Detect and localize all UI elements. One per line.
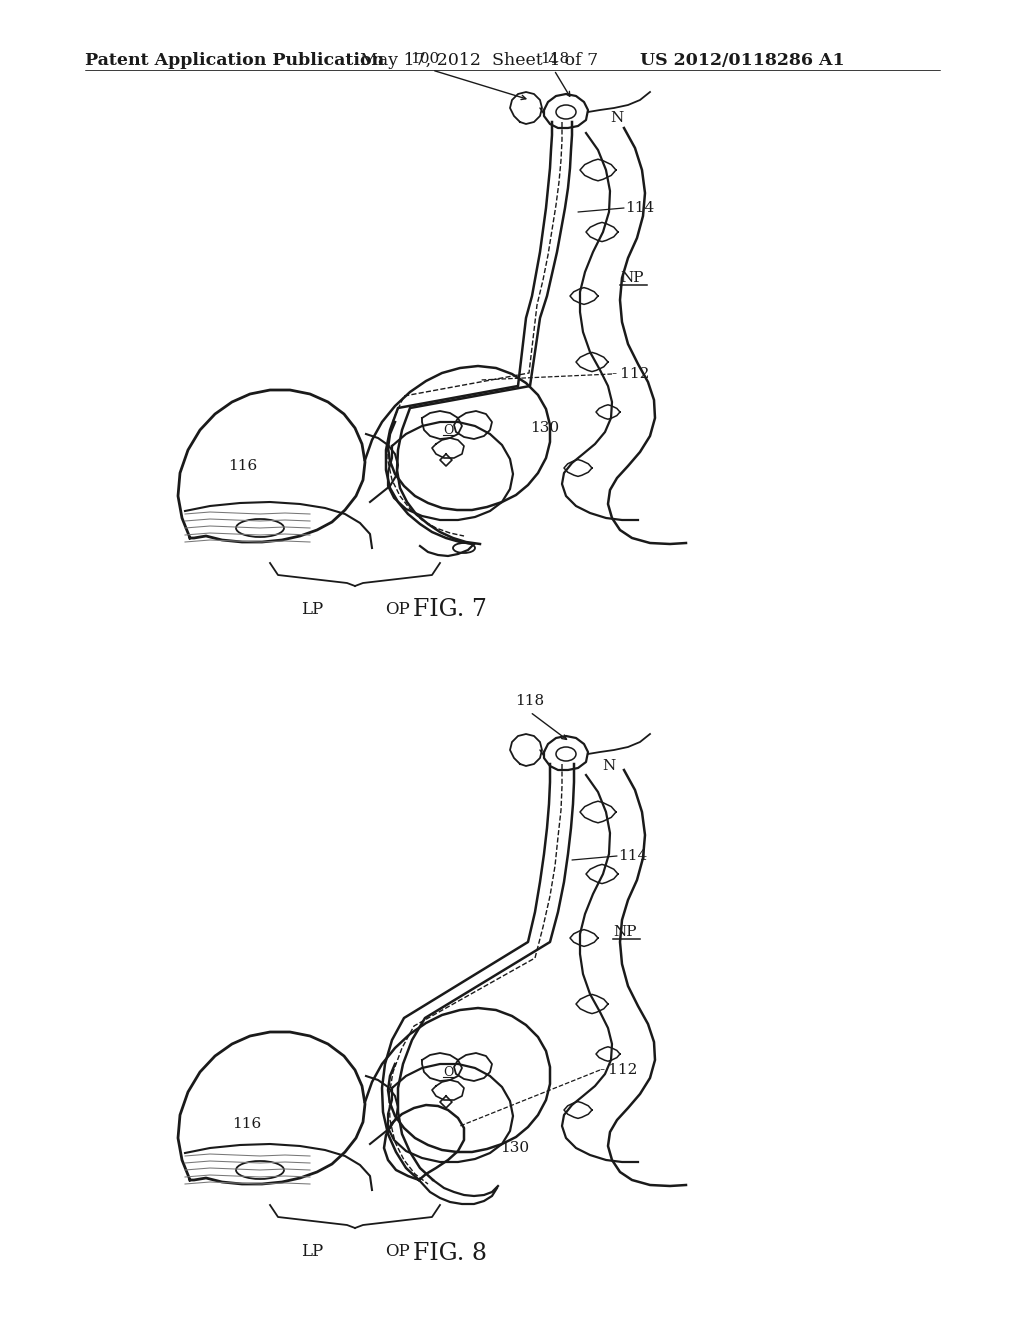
Text: FIG. 8: FIG. 8 xyxy=(413,1242,487,1265)
Text: 114: 114 xyxy=(618,849,647,863)
Text: 114: 114 xyxy=(625,201,654,215)
Text: 130: 130 xyxy=(530,421,559,436)
Text: - 112: - 112 xyxy=(600,1063,637,1077)
Text: May 17, 2012  Sheet 4 of 7: May 17, 2012 Sheet 4 of 7 xyxy=(360,51,598,69)
Text: 116: 116 xyxy=(232,1117,261,1131)
Text: O: O xyxy=(442,424,454,437)
Text: 100: 100 xyxy=(410,51,439,66)
Text: 118: 118 xyxy=(540,51,569,66)
Text: 118: 118 xyxy=(515,694,544,708)
Text: 116: 116 xyxy=(228,459,257,473)
Text: LP: LP xyxy=(301,1243,324,1261)
Text: N: N xyxy=(610,111,624,125)
Text: - 112: - 112 xyxy=(612,367,649,381)
Text: NP: NP xyxy=(620,271,643,285)
Text: O: O xyxy=(442,1065,454,1078)
Text: OP: OP xyxy=(385,601,410,618)
Text: NP: NP xyxy=(613,925,637,939)
Text: 130: 130 xyxy=(500,1140,529,1155)
Text: US 2012/0118286 A1: US 2012/0118286 A1 xyxy=(640,51,845,69)
Text: LP: LP xyxy=(301,601,324,618)
Text: Patent Application Publication: Patent Application Publication xyxy=(85,51,384,69)
Text: OP: OP xyxy=(385,1243,410,1261)
Text: FIG. 7: FIG. 7 xyxy=(413,598,487,620)
Text: N: N xyxy=(602,759,615,774)
